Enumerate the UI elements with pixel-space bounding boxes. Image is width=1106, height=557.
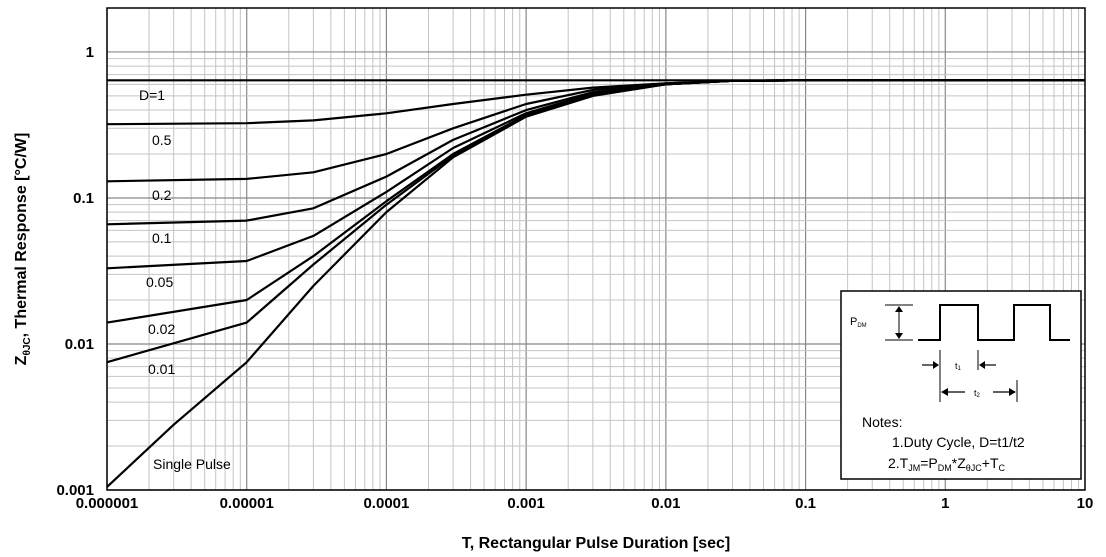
series-label: D=1 bbox=[139, 87, 165, 103]
x-tick-label: 0.01 bbox=[651, 495, 680, 512]
series-label: Single Pulse bbox=[153, 456, 231, 472]
series-line bbox=[106, 79, 1085, 324]
t2-label: t2 bbox=[974, 388, 981, 399]
notes-inset: PDM t1 t2 Notes: 1.Duty Cycle, D=t1/t2 2… bbox=[840, 290, 1082, 480]
y-tick-labels: 0.001 0.01 0.1 1 bbox=[56, 44, 94, 499]
x-tick-label: 1 bbox=[941, 495, 949, 512]
series-label: 0.01 bbox=[148, 361, 175, 377]
notes-title: Notes: bbox=[862, 414, 902, 430]
y-axis-title-main: Z bbox=[13, 355, 30, 365]
x-tick-label: 10 bbox=[1077, 495, 1094, 512]
y-axis-title-sub: θJC bbox=[22, 337, 33, 355]
y-tick-label: 0.01 bbox=[65, 336, 94, 353]
y-axis-title-rest: , Thermal Response [°C/W] bbox=[13, 133, 30, 338]
x-tick-label: 0.0001 bbox=[363, 495, 409, 512]
plot-frame bbox=[106, 7, 1086, 491]
x-tick-label: 0.001 bbox=[507, 495, 545, 512]
t1-right-arrowhead-icon bbox=[979, 361, 985, 369]
t2-left-arrowhead-icon bbox=[941, 388, 948, 396]
t1-label: t1 bbox=[955, 361, 962, 372]
x-tick-label: 0.1 bbox=[795, 495, 816, 512]
y-axis-title: ZθJC, Thermal Response [°C/W] bbox=[13, 133, 33, 366]
x-tick-label: 0.000001 bbox=[76, 495, 139, 512]
notes-inset-frame bbox=[840, 290, 1082, 480]
series-lines bbox=[106, 79, 1085, 488]
series-label: 0.1 bbox=[152, 230, 172, 246]
series-line bbox=[106, 79, 1085, 126]
series-label: 0.05 bbox=[146, 274, 173, 290]
series-label: 0.02 bbox=[148, 321, 175, 337]
x-tick-label: 0.00001 bbox=[220, 495, 274, 512]
series-line bbox=[106, 79, 1085, 226]
series-labels: D=1 0.5 0.2 0.1 0.05 0.02 0.01 Single Pulse bbox=[139, 87, 231, 472]
x-tick-labels: 0.000001 0.00001 0.0001 0.001 0.01 0.1 1 10 bbox=[76, 495, 1094, 512]
notes-line-1: 1.Duty Cycle, D=t1/t2 bbox=[892, 434, 1025, 450]
notes-line-2: 2.TJM=PDM*ZθJC+TC bbox=[888, 455, 1006, 473]
t1-left-arrowhead-icon bbox=[933, 361, 939, 369]
t2-right-arrowhead-icon bbox=[1009, 388, 1016, 396]
x-axis-title: T, Rectangular Pulse Duration [sec] bbox=[462, 535, 731, 552]
y-tick-label: 0.1 bbox=[73, 190, 94, 207]
series-label: 0.5 bbox=[152, 132, 172, 148]
pulse-waveform bbox=[918, 304, 1070, 341]
series-label: 0.2 bbox=[152, 187, 172, 203]
series-line bbox=[106, 79, 1085, 270]
series-line bbox=[106, 79, 1085, 488]
y-tick-label: 1 bbox=[86, 44, 94, 61]
pdm-label: PDM bbox=[850, 316, 867, 329]
y-tick-label: 0.001 bbox=[56, 482, 94, 499]
